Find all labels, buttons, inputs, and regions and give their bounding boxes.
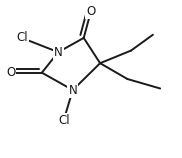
- Text: N: N: [68, 84, 77, 97]
- Text: O: O: [6, 66, 15, 79]
- Text: N: N: [54, 46, 63, 59]
- Text: Cl: Cl: [58, 114, 70, 127]
- Text: Cl: Cl: [16, 31, 28, 44]
- Text: O: O: [86, 5, 96, 18]
